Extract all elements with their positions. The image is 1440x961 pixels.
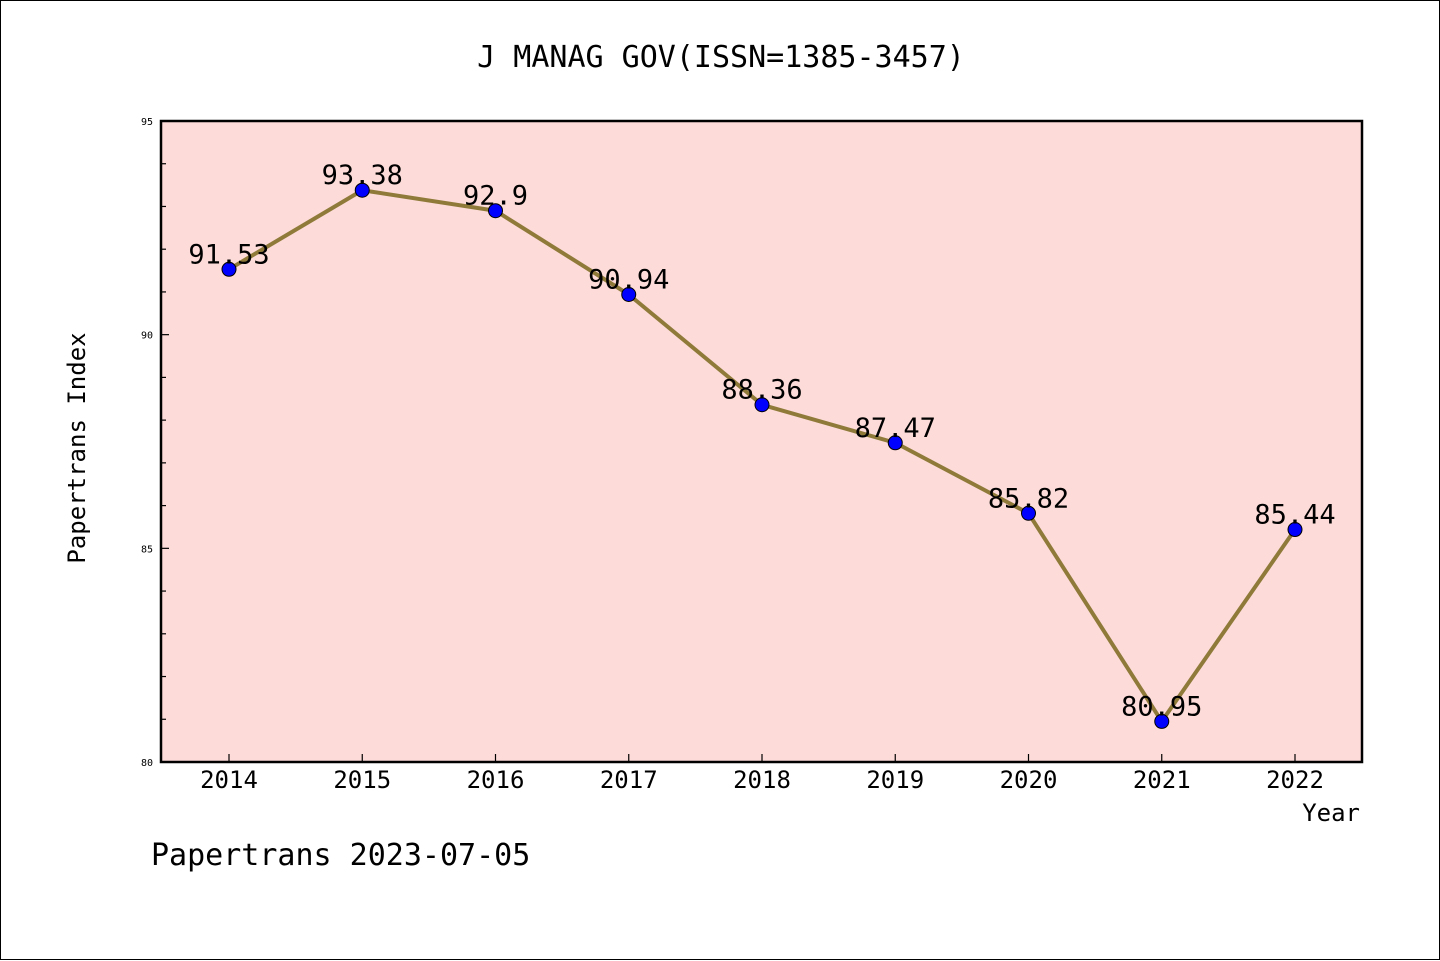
data-label: 93.38 <box>322 160 403 191</box>
data-point <box>1154 713 1170 729</box>
y-tick-label: 80 <box>141 758 153 769</box>
y-axis-label: Papertrans Index <box>63 332 91 563</box>
data-point <box>1021 505 1036 521</box>
x-axis-ticks: 2014 2015 2016 2017 2018 2019 2020 2021 2022 <box>200 754 1324 794</box>
data-point <box>621 286 637 302</box>
data-point <box>354 182 370 198</box>
plot-area <box>161 121 1362 762</box>
data-point <box>488 203 503 219</box>
y-tick-label: 95 <box>141 117 153 128</box>
series-layer <box>221 182 1303 729</box>
data-label: 85.44 <box>1254 500 1335 531</box>
data-label: 91.53 <box>188 239 269 270</box>
x-tick-label: 2014 <box>200 766 258 794</box>
data-label: 92.9 <box>463 181 528 212</box>
x-tick-label: 2016 <box>467 766 525 794</box>
x-tick-label: 2019 <box>866 766 924 794</box>
x-tick-label: 2015 <box>333 766 391 794</box>
data-label: 90.94 <box>588 264 669 295</box>
data-point <box>754 397 770 413</box>
data-point <box>221 261 237 277</box>
data-label: 80.95 <box>1121 691 1202 722</box>
x-tick-label: 2020 <box>1000 766 1058 794</box>
chart-title: J MANAG GOV(ISSN=1385-3457) <box>477 40 965 75</box>
x-tick-label: 2017 <box>600 766 658 794</box>
x-axis-label: Year <box>1302 799 1360 827</box>
data-label: 85.82 <box>988 483 1069 514</box>
y-tick-label: 90 <box>141 331 153 342</box>
footer-text: Papertrans 2023-07-05 <box>151 838 530 873</box>
x-tick-label: 2021 <box>1133 766 1191 794</box>
x-tick-label: 2018 <box>733 766 791 794</box>
x-tick-label: 2022 <box>1266 766 1324 794</box>
data-point <box>887 435 903 451</box>
data-label: 88.36 <box>721 375 802 406</box>
y-tick-label: 85 <box>141 544 153 555</box>
data-label: 87.47 <box>855 413 936 444</box>
data-label-layer: 91.53 93.38 92.9 90.94 88.36 87.47 85.82 80.95 8… <box>188 160 1335 722</box>
plot-border <box>159 119 1364 764</box>
data-point <box>1287 522 1303 538</box>
